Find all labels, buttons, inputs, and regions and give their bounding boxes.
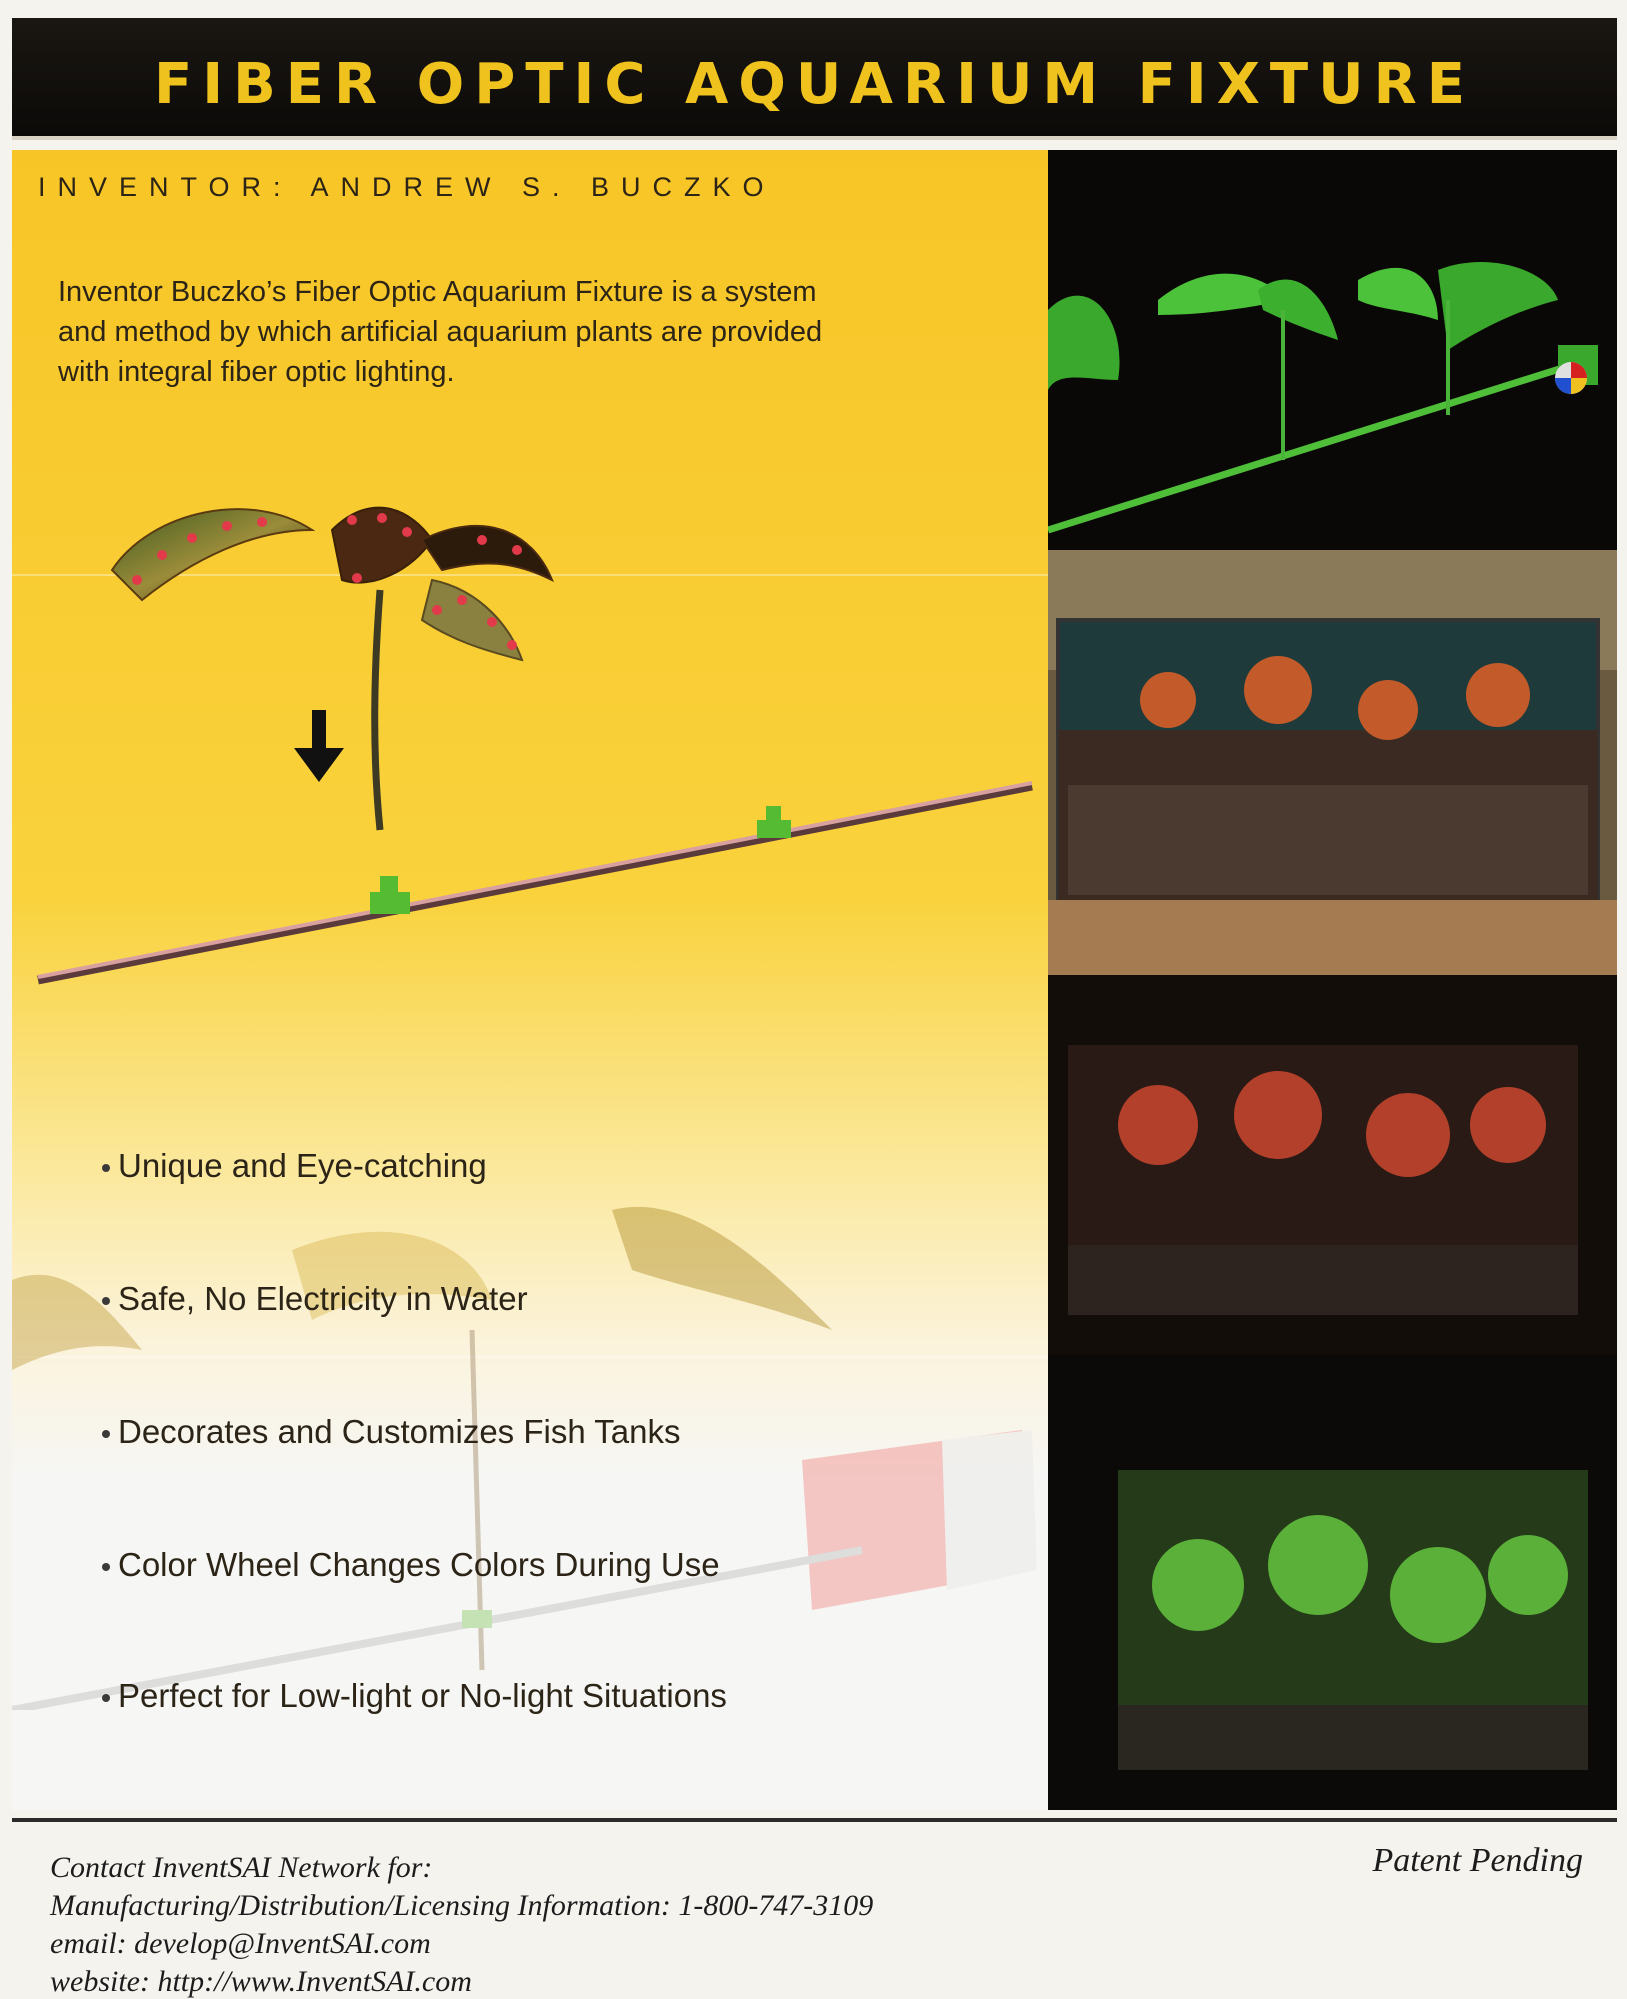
footer-info: Manufacturing/Distribution/Licensing Inf… [50, 1889, 874, 1922]
feature-text: Safe, No Electricity in Water [118, 1280, 528, 1317]
red-lighting-photo [1048, 975, 1617, 1355]
bullet-icon [102, 1694, 110, 1703]
feature-text: Unique and Eye-catching [118, 1147, 487, 1184]
feature-item: Decorates and Customizes Fish Tanks [102, 1413, 680, 1451]
footer-website: website: http://www.InventSAI.com [50, 1965, 472, 1998]
bullet-icon [102, 1430, 110, 1439]
faded-plant-illustration [12, 1206, 1037, 1710]
feature-text: Color Wheel Changes Colors During Use [118, 1546, 720, 1583]
photo-column [1048, 150, 1617, 1810]
intro-line: and method by which artificial aquarium … [58, 316, 823, 348]
plant-illustration [37, 506, 1033, 985]
inventor-label: INVENTOR: ANDREW S. BUCZKO [38, 172, 776, 202]
feature-item: Safe, No Electricity in Water [102, 1280, 528, 1318]
fold-line [12, 1356, 1048, 1358]
patent-pending: Patent Pending [1372, 1842, 1583, 1879]
bullet-icon [102, 1563, 110, 1572]
intro-line: Inventor Buczko’s Fiber Optic Aquarium F… [58, 276, 817, 308]
bullet-icon [102, 1164, 110, 1173]
aquarium-room-photo [1048, 550, 1617, 975]
feature-item: Color Wheel Changes Colors During Use [102, 1546, 720, 1584]
feature-text: Perfect for Low-light or No-light Situat… [118, 1677, 727, 1714]
intro-line: with integral fiber optic lighting. [58, 356, 455, 388]
page-title: FIBER OPTIC AQUARIUM FIXTURE [154, 52, 1475, 117]
intro-text: Inventor Buczko’s Fiber Optic Aquarium F… [58, 272, 1018, 392]
feature-item: Unique and Eye-catching [102, 1147, 487, 1185]
green-lighting-photo [1048, 1355, 1617, 1810]
footer-divider [12, 1818, 1617, 1822]
feature-text: Decorates and Customizes Fish Tanks [118, 1413, 681, 1450]
title-bar: FIBER OPTIC AQUARIUM FIXTURE [12, 18, 1617, 140]
footer-contact: Contact InventSAI Network for: [50, 1851, 433, 1884]
bullet-icon [102, 1297, 110, 1306]
fold-line [12, 574, 1048, 576]
feature-item: Perfect for Low-light or No-light Situat… [102, 1677, 727, 1715]
fixture-rendering-photo [1048, 150, 1617, 550]
footer-email: email: develop@InventSAI.com [50, 1927, 431, 1960]
left-panel: INVENTOR: ANDREW S. BUCZKO Inventor Bucz… [12, 150, 1048, 1810]
